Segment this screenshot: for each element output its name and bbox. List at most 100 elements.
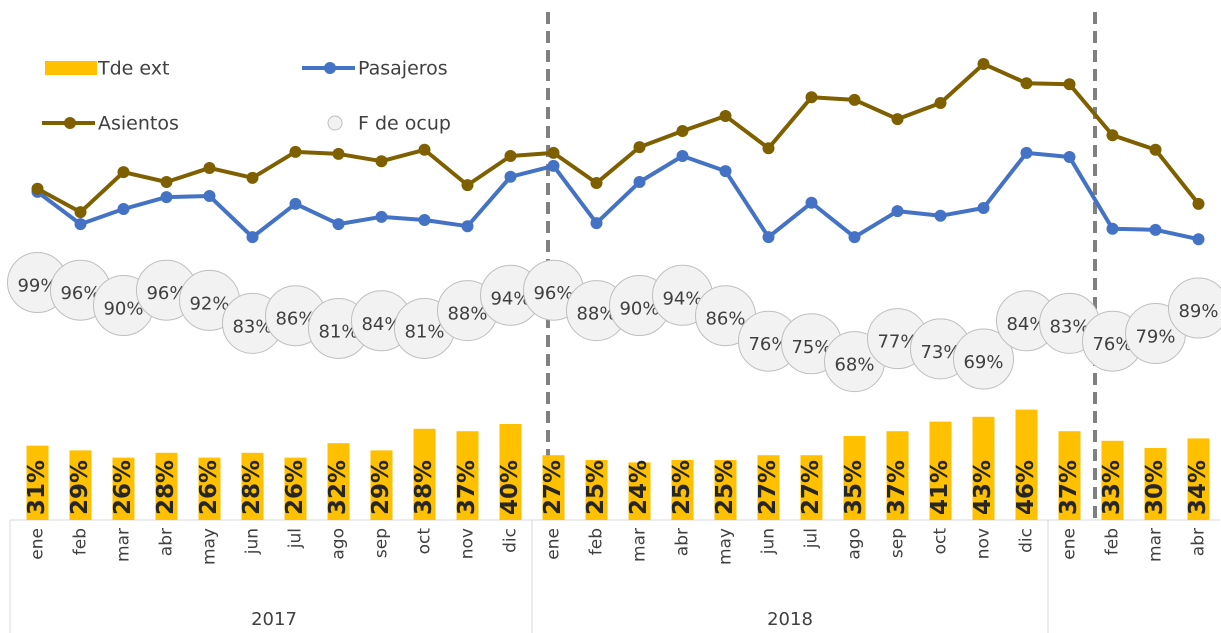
- line-marker: [848, 231, 861, 244]
- bubble-label: 90%: [619, 299, 659, 320]
- bar: [241, 452, 264, 520]
- legend-label: Pasajeros: [358, 58, 448, 80]
- bar-label: 43%: [970, 460, 996, 515]
- bubble: [1168, 277, 1221, 339]
- bubble-label: 76%: [1092, 334, 1132, 355]
- x-tick-label: feb: [1103, 528, 1123, 555]
- bar: [757, 455, 780, 520]
- bubble-label: 88%: [576, 304, 616, 325]
- bar: [1015, 409, 1038, 520]
- x-tick-label: jul: [802, 528, 822, 549]
- bar: [671, 460, 694, 520]
- line-marker: [461, 179, 474, 192]
- x-tick-label: jun: [243, 528, 263, 555]
- line-marker: [891, 113, 904, 126]
- bar: [929, 421, 952, 520]
- line-marker: [1192, 233, 1205, 246]
- bubble-label: 86%: [275, 309, 315, 330]
- x-tick-label: sep: [372, 528, 392, 558]
- bar-label: 32%: [325, 460, 351, 515]
- line-marker: [117, 203, 130, 216]
- x-tick-label: oct: [415, 528, 435, 555]
- line-marker: [203, 161, 216, 174]
- bubble-label: 84%: [361, 314, 401, 335]
- legend-label: Tde ext: [97, 58, 169, 80]
- bar: [1144, 448, 1167, 520]
- bar-label: 25%: [712, 460, 738, 515]
- bubble-label: 73%: [920, 342, 960, 363]
- bar: [155, 452, 178, 520]
- line-marker: [1106, 222, 1119, 235]
- legend-label: Asientos: [98, 113, 179, 135]
- bubble-label: 96%: [146, 283, 186, 304]
- bubble-label: 76%: [748, 334, 788, 355]
- line-marker: [719, 165, 732, 178]
- bubble-label: 69%: [963, 352, 1003, 373]
- bubble-label: 99%: [17, 276, 57, 297]
- legend: Tde ext Pasajeros Asientos F de ocup: [42, 58, 451, 135]
- line-marker: [289, 197, 302, 210]
- bar-label: 27%: [798, 460, 824, 515]
- bubble-label: 75%: [791, 337, 831, 358]
- bubble-label: 92%: [189, 293, 229, 314]
- x-tick-label: dic: [501, 528, 521, 553]
- line-marker: [418, 213, 431, 226]
- line-marker: [246, 171, 259, 184]
- bar: [1187, 438, 1210, 520]
- line-marker: [547, 146, 560, 159]
- bubble: [953, 328, 1014, 390]
- x-tick-label: may: [716, 528, 736, 565]
- group-label: 2017: [251, 609, 297, 630]
- bar: [628, 462, 651, 520]
- line-marker: [375, 155, 388, 168]
- line-marker: [891, 205, 904, 218]
- x-tick-label: jul: [286, 528, 306, 549]
- bar-label: 31%: [24, 460, 50, 515]
- bar-label: 29%: [368, 460, 394, 515]
- line-marker: [31, 182, 44, 195]
- line-marker: [762, 142, 775, 155]
- line-marker: [246, 231, 259, 244]
- line-marker: [934, 209, 947, 222]
- line-marker: [977, 202, 990, 214]
- bar-label: 41%: [927, 460, 953, 515]
- bubble-label: 89%: [1178, 301, 1218, 322]
- x-tick-label: mar: [114, 528, 134, 562]
- bubble-label: 90%: [103, 299, 143, 320]
- bar-label: 28%: [153, 460, 179, 515]
- line-marker: [590, 217, 603, 230]
- line-marker: [74, 206, 87, 219]
- bar-label: 35%: [841, 460, 867, 515]
- bubble-label: 68%: [834, 355, 874, 376]
- bar: [198, 457, 221, 520]
- line-marker: [1063, 151, 1076, 164]
- bar: [112, 457, 135, 520]
- x-tick-label: feb: [71, 528, 91, 555]
- line-marker: [160, 191, 173, 204]
- bar: [327, 443, 350, 520]
- line-marker: [1149, 143, 1162, 156]
- x-tick-label: ene: [28, 528, 48, 560]
- group-label: 2018: [767, 609, 813, 630]
- line-marker: [504, 150, 517, 162]
- line-marker: [160, 176, 173, 188]
- x-tick-label: oct: [931, 528, 951, 555]
- bar-label: 25%: [669, 460, 695, 515]
- bubble-label: 88%: [447, 304, 487, 325]
- bar-label: 33%: [1099, 460, 1125, 515]
- bar: [800, 455, 823, 520]
- bubble-label: 79%: [1135, 327, 1175, 348]
- bar-label: 26%: [196, 460, 222, 515]
- line-marker: [676, 150, 689, 162]
- bar-label: 26%: [282, 460, 308, 515]
- legend-label: F de ocup: [358, 113, 451, 135]
- line-marker: [1020, 77, 1033, 90]
- bubble-label: 77%: [877, 332, 917, 353]
- bar-label: 28%: [239, 460, 265, 515]
- line-marker: [547, 159, 560, 172]
- x-tick-label: abr: [1189, 528, 1209, 556]
- legend-swatch: [45, 61, 97, 75]
- bubble-label: 86%: [705, 309, 745, 330]
- x-tick-label: mar: [1146, 528, 1166, 562]
- bar: [714, 460, 737, 520]
